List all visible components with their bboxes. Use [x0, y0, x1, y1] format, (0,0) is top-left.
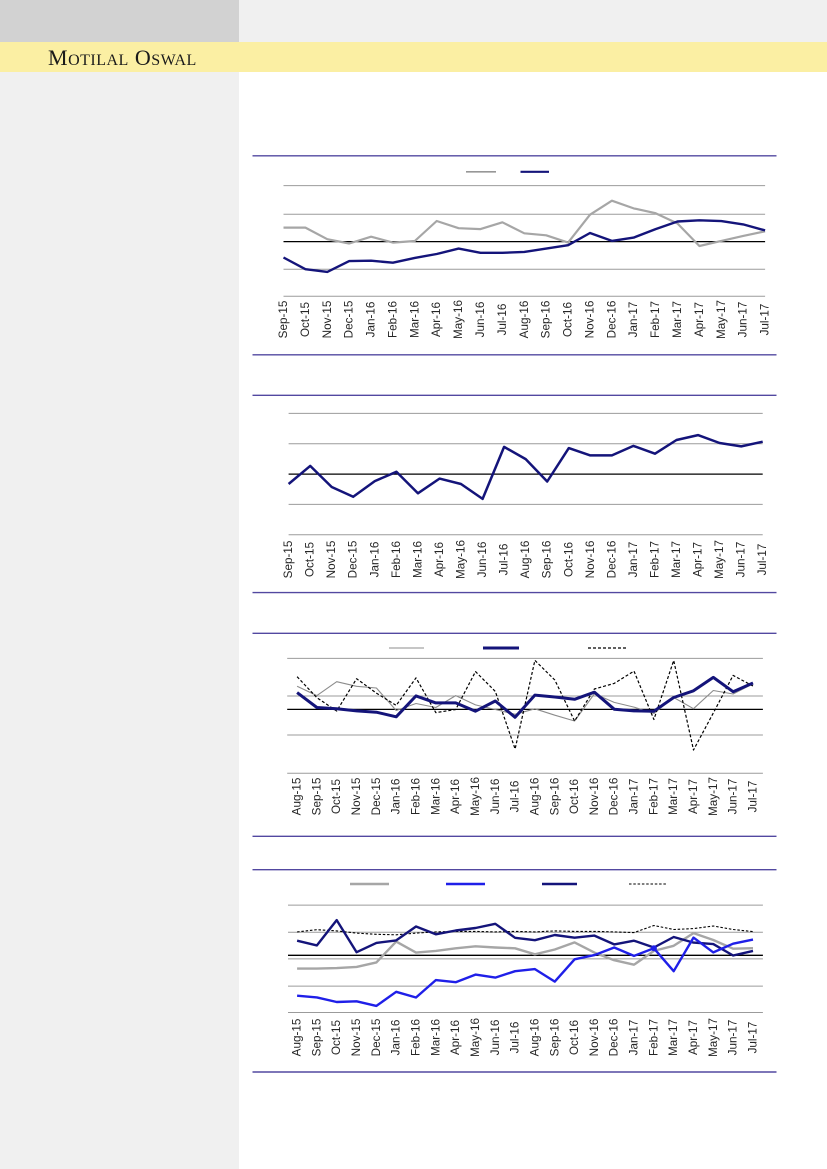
svg-text:Nov-16: Nov-16 — [584, 301, 597, 339]
svg-text:Mar-17: Mar-17 — [671, 301, 684, 338]
svg-text:Apr-17: Apr-17 — [687, 1020, 700, 1055]
svg-text:Jul-17: Jul-17 — [756, 544, 769, 576]
svg-text:Jun-17: Jun-17 — [727, 779, 740, 815]
svg-text:May-16: May-16 — [469, 777, 482, 816]
svg-text:May-17: May-17 — [707, 1018, 720, 1057]
svg-text:Feb-16: Feb-16 — [410, 1019, 423, 1056]
svg-text:Jul-17: Jul-17 — [747, 781, 760, 813]
svg-text:Sep-16: Sep-16 — [548, 1019, 561, 1057]
svg-text:Sep-15: Sep-15 — [282, 540, 295, 578]
svg-text:Jan-16: Jan-16 — [368, 542, 381, 578]
svg-text:Jan-17: Jan-17 — [627, 302, 640, 338]
svg-text:Jun-16: Jun-16 — [489, 779, 502, 815]
svg-text:Dec-16: Dec-16 — [608, 778, 621, 816]
svg-text:Jan-16: Jan-16 — [390, 1020, 403, 1056]
svg-text:Mar-16: Mar-16 — [411, 541, 424, 578]
svg-text:Jun-16: Jun-16 — [489, 1020, 502, 1056]
svg-text:Feb-17: Feb-17 — [649, 541, 662, 578]
svg-text:Aug-15: Aug-15 — [291, 1018, 304, 1056]
svg-text:Feb-17: Feb-17 — [649, 301, 662, 338]
svg-text:Nov-16: Nov-16 — [588, 778, 601, 816]
svg-text:Jun-16: Jun-16 — [476, 542, 489, 578]
svg-text:Jun-16: Jun-16 — [474, 302, 487, 338]
svg-text:Feb-17: Feb-17 — [647, 1019, 660, 1056]
svg-text:Nov-16: Nov-16 — [584, 541, 597, 579]
svg-text:Dec-15: Dec-15 — [347, 540, 360, 578]
svg-text:Jul-16: Jul-16 — [509, 1022, 522, 1054]
svg-text:Dec-16: Dec-16 — [605, 541, 618, 579]
svg-text:Mar-17: Mar-17 — [670, 541, 683, 578]
svg-text:Mar-16: Mar-16 — [429, 778, 442, 815]
svg-text:May-16: May-16 — [455, 540, 468, 579]
svg-text:Apr-17: Apr-17 — [687, 779, 700, 814]
svg-text:Sep-15: Sep-15 — [277, 300, 290, 338]
svg-text:Jan-17: Jan-17 — [628, 779, 641, 815]
svg-text:Sep-16: Sep-16 — [541, 541, 554, 579]
svg-text:Oct-15: Oct-15 — [304, 541, 317, 577]
svg-text:May-17: May-17 — [715, 300, 728, 339]
svg-text:Oct-15: Oct-15 — [330, 778, 343, 814]
svg-text:Nov-16: Nov-16 — [588, 1019, 601, 1057]
svg-text:Aug-16: Aug-16 — [528, 778, 541, 816]
svg-text:Mar-17: Mar-17 — [667, 778, 680, 815]
svg-text:Oct-15: Oct-15 — [330, 1019, 343, 1055]
svg-text:Aug-15: Aug-15 — [291, 777, 304, 815]
svg-text:Jan-16: Jan-16 — [390, 779, 403, 815]
svg-text:Apr-16: Apr-16 — [430, 302, 443, 337]
svg-text:Dec-15: Dec-15 — [370, 777, 383, 815]
svg-text:Apr-17: Apr-17 — [692, 542, 705, 577]
svg-text:Dec-15: Dec-15 — [370, 1018, 383, 1056]
svg-text:Oct-16: Oct-16 — [562, 302, 575, 337]
svg-text:May-16: May-16 — [452, 300, 465, 339]
svg-text:Jun-17: Jun-17 — [727, 1020, 740, 1056]
svg-text:Nov-15: Nov-15 — [321, 300, 334, 338]
svg-text:Aug-16: Aug-16 — [528, 1019, 541, 1057]
svg-text:Aug-16: Aug-16 — [519, 541, 532, 579]
svg-text:Oct-15: Oct-15 — [299, 301, 312, 337]
svg-text:Oct-16: Oct-16 — [568, 1020, 581, 1055]
svg-text:Feb-16: Feb-16 — [410, 778, 423, 815]
svg-text:Mar-17: Mar-17 — [667, 1019, 680, 1056]
svg-text:Jul-17: Jul-17 — [759, 304, 772, 336]
svg-text:Jul-16: Jul-16 — [496, 304, 509, 336]
svg-text:Jan-17: Jan-17 — [628, 1020, 641, 1056]
svg-text:Dec-15: Dec-15 — [343, 300, 356, 338]
svg-text:Apr-16: Apr-16 — [449, 1020, 462, 1055]
svg-text:Sep-15: Sep-15 — [310, 1018, 323, 1056]
svg-text:May-17: May-17 — [713, 540, 726, 579]
svg-text:Dec-16: Dec-16 — [605, 301, 618, 339]
svg-text:May-17: May-17 — [707, 777, 720, 816]
svg-text:Mar-16: Mar-16 — [408, 301, 421, 338]
svg-text:Oct-16: Oct-16 — [568, 779, 581, 814]
svg-text:Oct-16: Oct-16 — [562, 542, 575, 577]
svg-text:Sep-16: Sep-16 — [540, 301, 553, 339]
svg-text:Feb-16: Feb-16 — [390, 541, 403, 578]
svg-text:Dec-16: Dec-16 — [608, 1019, 621, 1057]
svg-text:Jun-17: Jun-17 — [737, 302, 750, 338]
svg-text:Aug-16: Aug-16 — [518, 301, 531, 339]
svg-text:Nov-15: Nov-15 — [350, 777, 363, 815]
svg-text:May-16: May-16 — [469, 1018, 482, 1057]
svg-text:Jan-16: Jan-16 — [365, 302, 378, 338]
svg-text:Sep-16: Sep-16 — [548, 778, 561, 816]
svg-text:Mar-16: Mar-16 — [429, 1019, 442, 1056]
svg-text:Jul-16: Jul-16 — [498, 544, 511, 576]
svg-text:Jun-17: Jun-17 — [735, 542, 748, 578]
svg-text:Apr-16: Apr-16 — [449, 779, 462, 814]
svg-text:Feb-17: Feb-17 — [647, 778, 660, 815]
svg-text:Feb-16: Feb-16 — [386, 301, 399, 338]
svg-text:Nov-15: Nov-15 — [325, 540, 338, 578]
svg-text:Apr-17: Apr-17 — [693, 302, 706, 337]
svg-text:Apr-16: Apr-16 — [433, 542, 446, 577]
svg-text:Sep-15: Sep-15 — [310, 777, 323, 815]
svg-text:Jan-17: Jan-17 — [627, 542, 640, 578]
svg-text:Jul-16: Jul-16 — [509, 781, 522, 813]
svg-text:Nov-15: Nov-15 — [350, 1018, 363, 1056]
svg-text:Jul-17: Jul-17 — [747, 1022, 760, 1054]
